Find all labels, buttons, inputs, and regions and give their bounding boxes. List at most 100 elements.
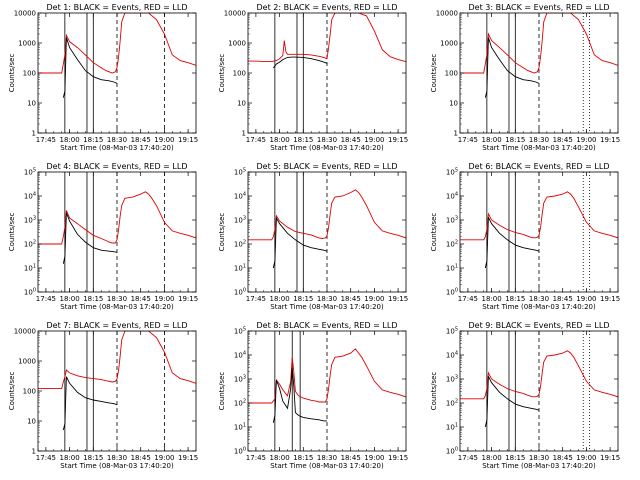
y-tick-label: 1000	[18, 358, 36, 366]
y-tick-label: 105	[446, 327, 458, 336]
y-tick-label: 10	[237, 100, 246, 108]
panel-det-8: Det 8: BLACK = Events, RED = LLD 17:45 18:…	[218, 321, 408, 470]
y-tick-label: 100	[23, 70, 36, 78]
vertical-lines	[38, 172, 196, 292]
y-tick-label: 103	[446, 216, 458, 225]
panel-det-6: Det 6: BLACK = Events, RED = LLD 17:45 18:…	[430, 162, 620, 311]
x-tick-label: 19:15	[388, 136, 408, 144]
y-tick-label: 1000	[228, 40, 246, 48]
x-axis-label: Start Time (08-Mar-03 17:40:20)	[60, 144, 174, 152]
y-tick-label: 100	[233, 70, 246, 78]
y-tick-label: 10000	[14, 10, 36, 18]
y-tick-label: 100	[23, 388, 36, 396]
x-tick-label: 18:00	[482, 454, 502, 462]
events-series-line	[272, 216, 328, 269]
y-tick-label: 100	[234, 288, 246, 297]
vertical-lines	[460, 331, 618, 451]
y-tick-label: 104	[446, 351, 458, 360]
y-tick-label: 103	[234, 216, 246, 225]
x-tick-label: 17:45	[458, 136, 478, 144]
lld-series-line	[38, 191, 196, 245]
y-axis-label: Counts/sec	[430, 213, 438, 252]
y-tick-label: 105	[234, 168, 246, 177]
panel-det-2: Det 2: BLACK = Events, RED = LLD 17:45 18:…	[218, 3, 408, 152]
y-tick-label: 10	[27, 418, 36, 426]
x-tick-label: 18:15	[83, 136, 103, 144]
x-tick-label: 19:00	[576, 136, 596, 144]
y-tick-label: 101	[24, 264, 36, 273]
x-tick-label: 18:15	[505, 136, 525, 144]
x-axis-label: Start Time (08-Mar-03 17:40:20)	[270, 144, 384, 152]
lld-series-line	[38, 331, 196, 390]
x-tick-label: 18:30	[317, 295, 337, 303]
y-axis-label: Counts/sec	[8, 372, 16, 411]
x-tick-label: 18:45	[131, 454, 151, 462]
vertical-lines	[460, 13, 618, 133]
x-tick-label: 18:45	[341, 136, 361, 144]
x-tick-label: 18:45	[341, 295, 361, 303]
y-tick-label: 105	[446, 168, 458, 177]
events-series-line	[484, 376, 540, 428]
y-tick-label: 1	[32, 130, 36, 138]
x-axis-label: Start Time (08-Mar-03 17:40:20)	[60, 303, 174, 311]
y-tick-label: 104	[234, 351, 246, 360]
lld-series-line	[248, 13, 406, 63]
panel-title: Det 5: BLACK = Events, RED = LLD	[257, 162, 398, 171]
x-tick-label: 18:00	[482, 295, 502, 303]
y-tick-label: 100	[446, 288, 458, 297]
y-tick-label: 102	[24, 240, 36, 249]
panel-det-5: Det 5: BLACK = Events, RED = LLD 17:45 18:…	[218, 162, 408, 311]
panel-title: Det 7: BLACK = Events, RED = LLD	[47, 321, 188, 330]
x-tick-label: 19:15	[600, 295, 620, 303]
y-tick-label: 102	[234, 399, 246, 408]
x-tick-label: 19:15	[388, 454, 408, 462]
y-tick-label: 10	[27, 100, 36, 108]
events-series-line	[62, 376, 118, 431]
x-tick-label: 18:15	[505, 454, 525, 462]
lld-series-line	[460, 13, 618, 74]
x-tick-label: 19:15	[178, 136, 198, 144]
y-tick-label: 100	[446, 447, 458, 456]
y-tick-label: 102	[446, 240, 458, 249]
x-tick-label: 18:30	[529, 136, 549, 144]
y-tick-label: 10	[449, 100, 458, 108]
x-tick-label: 18:15	[505, 295, 525, 303]
panel-title: Det 6: BLACK = Events, RED = LLD	[469, 162, 610, 171]
y-tick-label: 104	[24, 192, 36, 201]
y-tick-label: 101	[446, 264, 458, 273]
x-tick-label: 19:00	[364, 295, 384, 303]
x-tick-label: 19:15	[388, 295, 408, 303]
y-tick-label: 1	[242, 130, 246, 138]
panel-title: Det 8: BLACK = Events, RED = LLD	[257, 321, 398, 330]
x-tick-label: 18:45	[553, 454, 573, 462]
x-tick-label: 18:15	[293, 136, 313, 144]
y-axis-label: Counts/sec	[430, 54, 438, 93]
x-tick-label: 19:15	[600, 454, 620, 462]
x-tick-label: 18:30	[529, 295, 549, 303]
x-axis-label: Start Time (08-Mar-03 17:40:20)	[482, 303, 596, 311]
x-tick-label: 18:00	[60, 136, 80, 144]
lld-series-line	[460, 191, 618, 241]
x-tick-label: 18:00	[60, 454, 80, 462]
vertical-lines	[248, 13, 406, 133]
x-tick-label: 18:30	[529, 454, 549, 462]
x-tick-label: 17:45	[36, 454, 56, 462]
events-series-line	[62, 212, 118, 264]
y-tick-label: 101	[234, 264, 246, 273]
panel-det-1: Det 1: BLACK = Events, RED = LLD 17:45 18:…	[8, 3, 198, 152]
x-tick-label: 18:30	[107, 136, 127, 144]
x-axis-label: Start Time (08-Mar-03 17:40:20)	[270, 303, 384, 311]
x-tick-label: 17:45	[458, 454, 478, 462]
y-axis-label: Counts/sec	[8, 213, 16, 252]
x-tick-label: 18:00	[482, 136, 502, 144]
y-tick-label: 10000	[436, 10, 458, 18]
y-tick-label: 104	[234, 192, 246, 201]
y-tick-label: 105	[234, 327, 246, 336]
x-tick-label: 19:00	[154, 136, 174, 144]
x-tick-label: 18:30	[317, 136, 337, 144]
x-tick-label: 18:00	[270, 454, 290, 462]
x-tick-label: 18:45	[553, 136, 573, 144]
events-series-line	[62, 37, 118, 98]
x-tick-label: 18:15	[293, 454, 313, 462]
x-tick-label: 18:45	[131, 136, 151, 144]
